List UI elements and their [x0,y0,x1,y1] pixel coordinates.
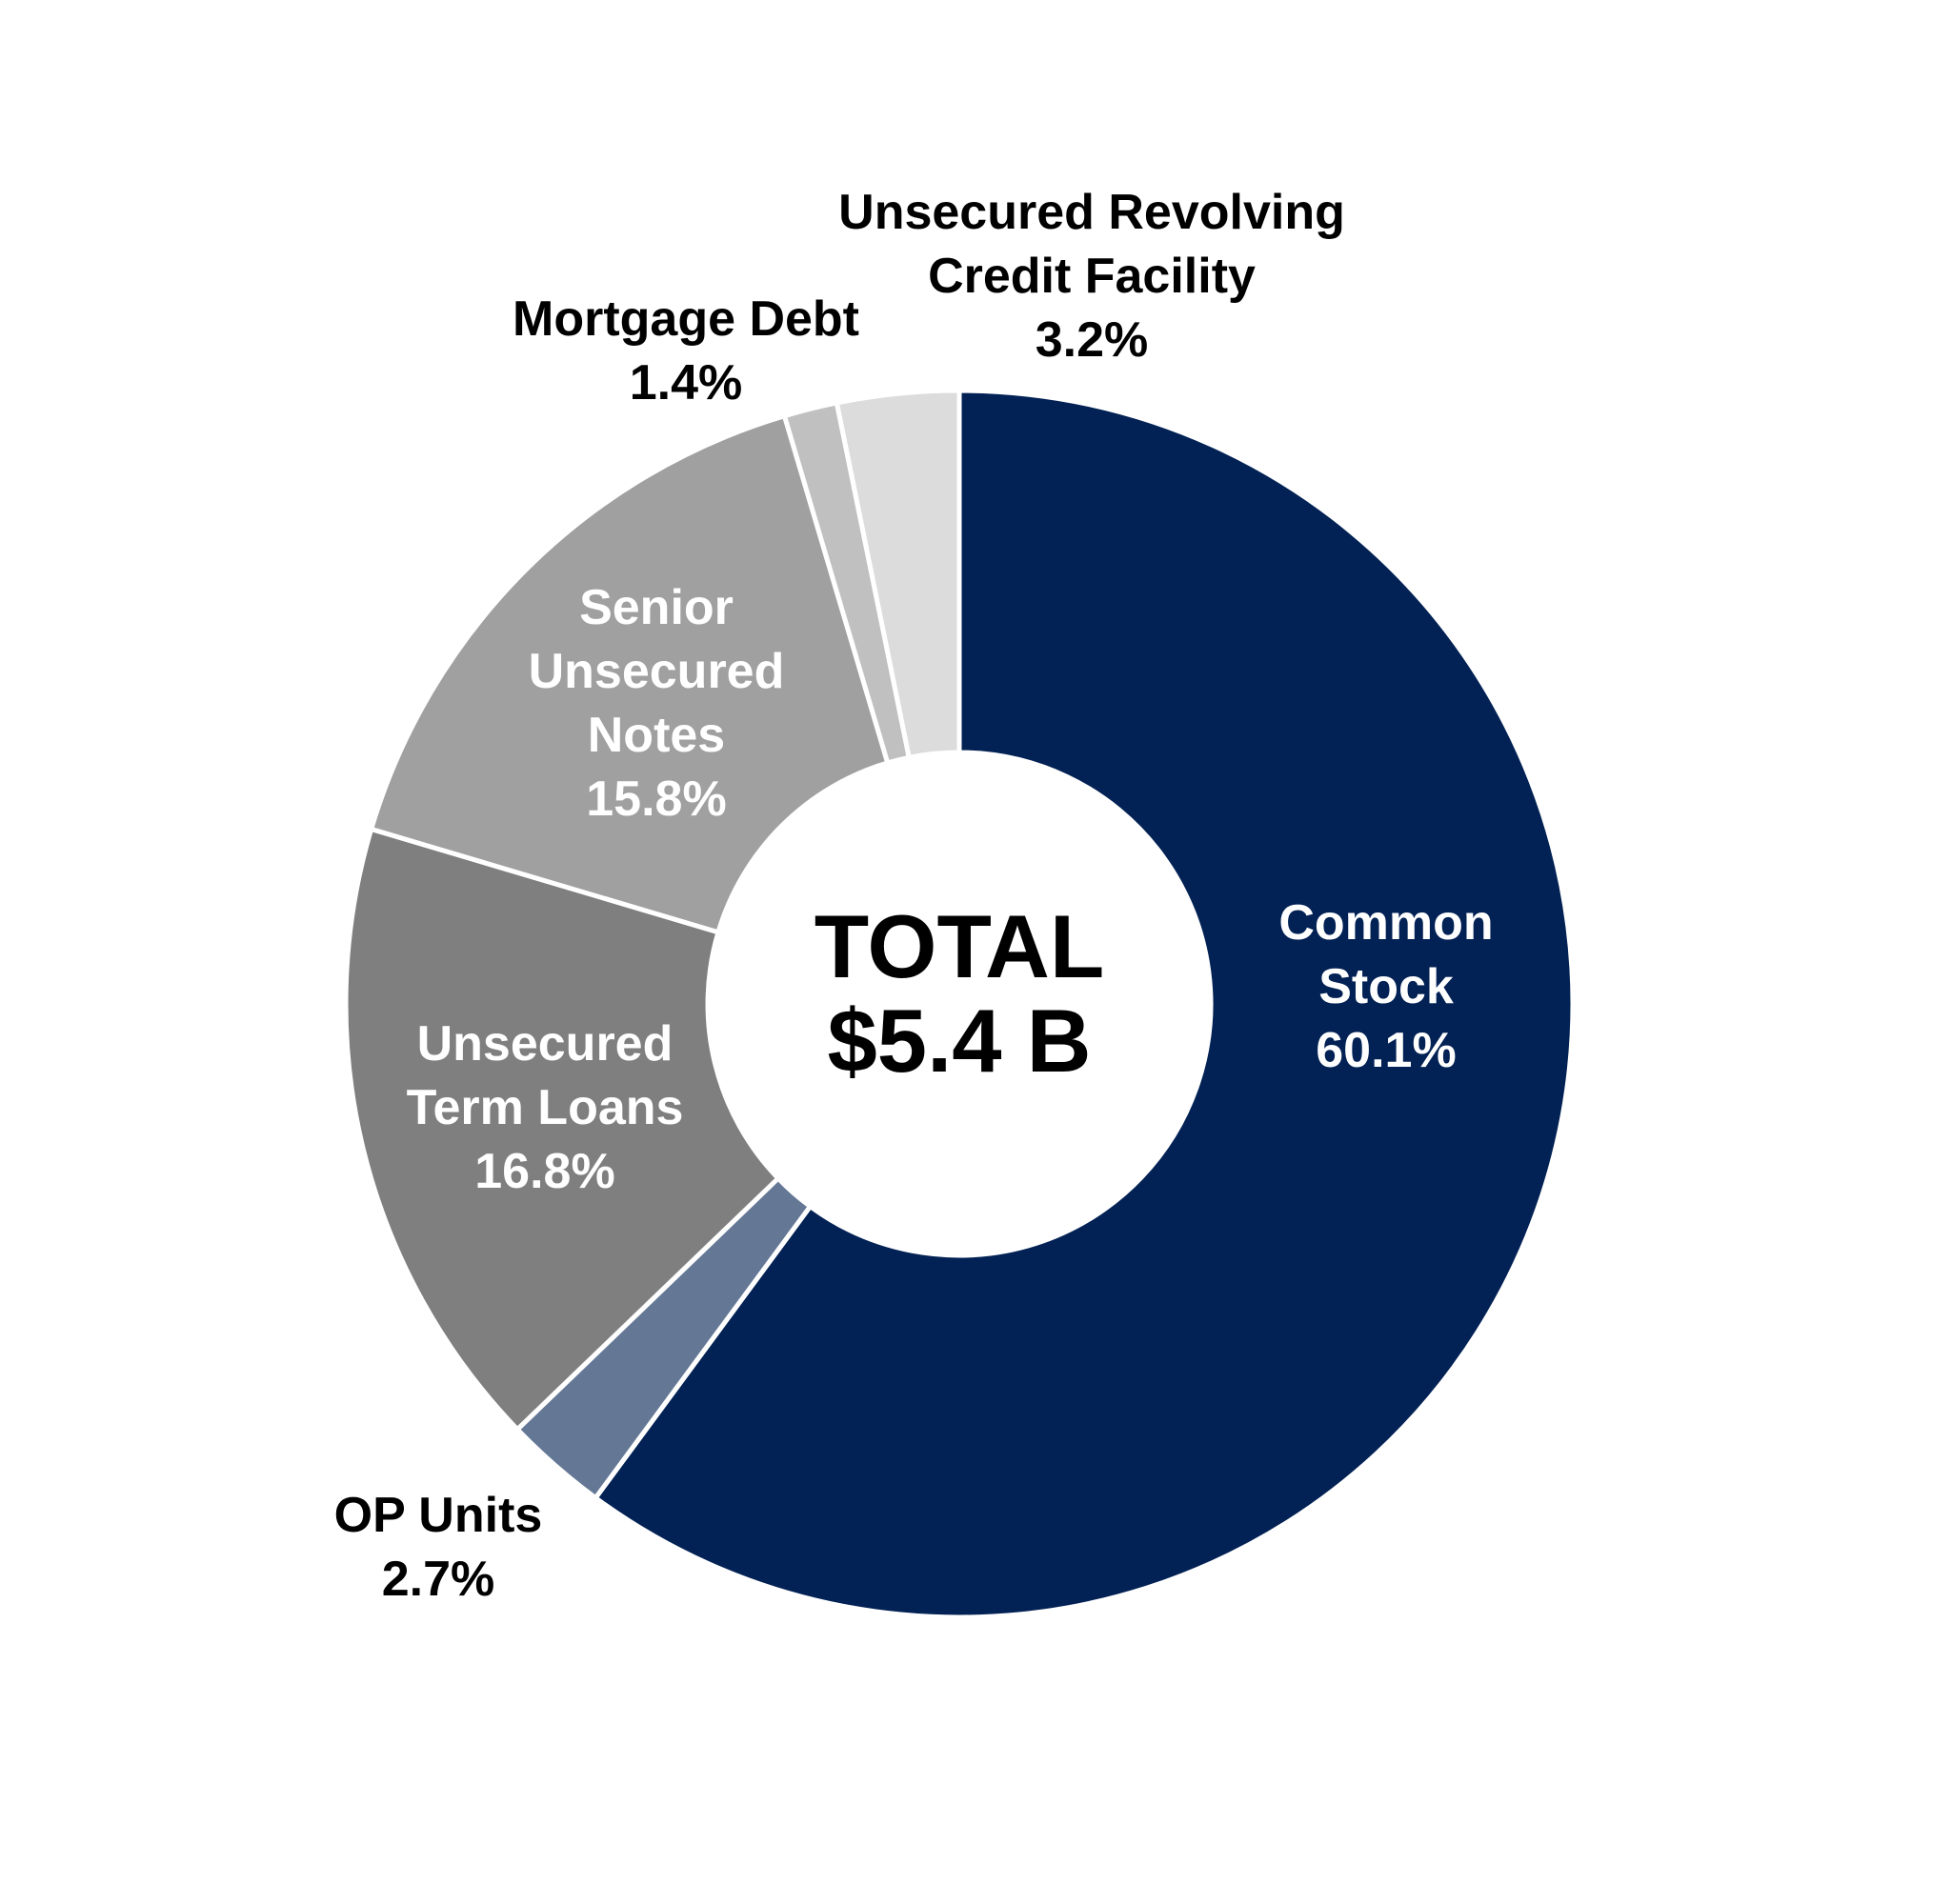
slice-name-label: Unsecured Revolving [838,185,1345,240]
slice-percent-label: 1.4% [630,355,743,411]
slice-unsecured-revolving-credit-facility [834,388,962,760]
label-unsecured-revolving-credit-facility: Unsecured Revolving Credit Facility 3.2% [838,185,1345,368]
center-label-line-1: TOTAL [815,896,1105,996]
label-unsecured-term-loans: Unsecured Term Loans 16.8% [407,1016,684,1199]
slice-common-stock [593,388,1576,1620]
slice-name-label: Notes [588,708,725,763]
center-label: TOTAL $5.4 B [815,896,1105,1091]
slice-name-label: Unsecured [529,644,785,699]
slice-unsecured-term-loans [343,826,781,1433]
labels-layer: Common Stock 60.1% OP Units 2.7% Unsecured Ter… [334,185,1494,1607]
slice-name-label: Mortgage Debt [513,291,859,347]
slice-percent-label: 16.8% [474,1144,614,1199]
slice-name-label: Senior [579,580,734,635]
label-mortgage-debt: Mortgage Debt 1.4% [513,291,859,411]
center-label-line-2: $5.4 B [828,991,1092,1091]
label-common-stock: Common Stock 60.1% [1278,895,1493,1078]
label-op-units: OP Units 2.7% [334,1488,543,1607]
slice-name-label: Unsecured [417,1016,674,1072]
slice-name-label: Common [1278,895,1493,951]
slice-percent-label: 15.8% [586,772,726,827]
slice-percent-label: 3.2% [1036,312,1149,368]
slices-layer [343,388,1576,1620]
slice-percent-label: 60.1% [1316,1023,1456,1078]
slice-name-label: OP Units [334,1488,543,1543]
label-senior-unsecured-notes: Senior Unsecured Notes 15.8% [529,580,785,827]
slice-name-label: Credit Facility [928,249,1256,304]
slice-percent-label: 2.7% [382,1552,495,1607]
slice-name-label: Term Loans [407,1080,684,1135]
slice-senior-unsecured-notes [369,413,891,935]
slice-name-label: Stock [1318,959,1454,1014]
